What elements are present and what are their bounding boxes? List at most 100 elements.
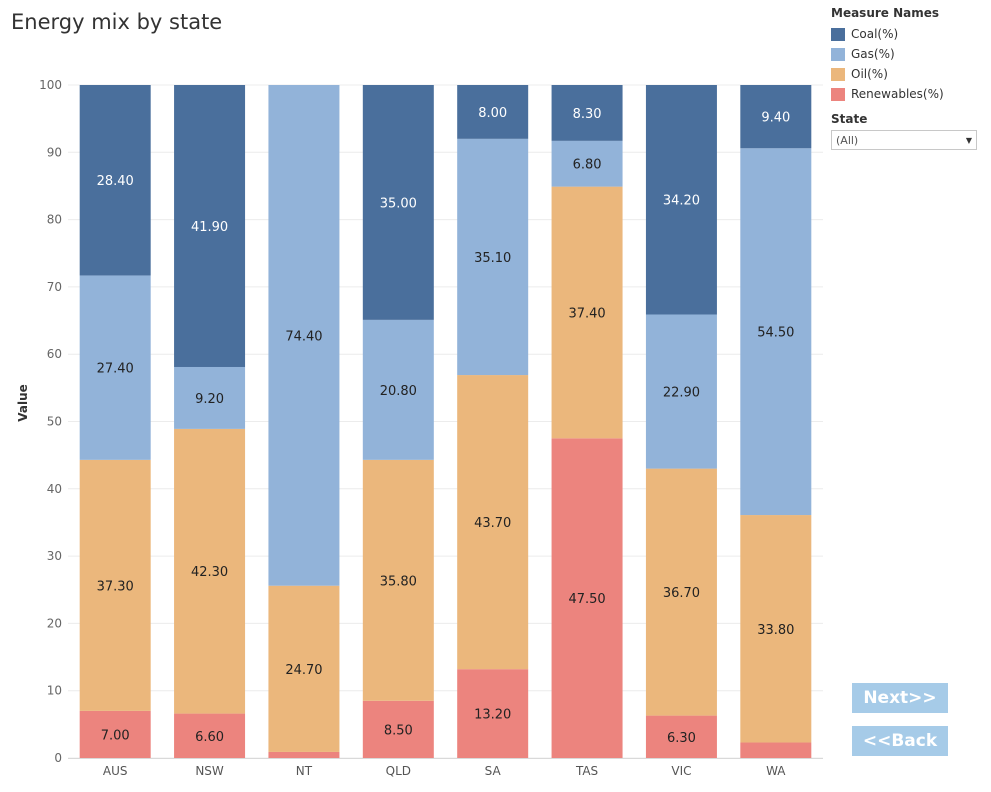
legend-label-coal: Coal(%) (851, 27, 899, 41)
state-filter-label: State (831, 112, 868, 126)
bar-segment (457, 669, 529, 758)
bar-segment (457, 85, 529, 139)
data-label: 35.80 (380, 574, 417, 589)
legend-label-renewables: Renewables(%) (851, 87, 944, 101)
bar-segment (551, 186, 623, 439)
chevron-down-icon[interactable]: ▼ (965, 135, 972, 145)
bar-segment (645, 85, 717, 315)
legend-swatch-oil (831, 67, 845, 81)
bar-segment (174, 85, 246, 367)
legend-label-gas: Gas(%) (851, 47, 895, 61)
y-tick-label: 90 (47, 145, 62, 159)
data-label: 74.40 (285, 329, 322, 344)
x-tick-label: NT (296, 764, 313, 778)
data-label: 9.20 (195, 392, 224, 407)
legend-item-renewables[interactable]: Renewables(%) (831, 84, 986, 104)
data-label: 20.80 (380, 384, 417, 399)
bar-segment (79, 710, 151, 758)
bar-segment (174, 428, 246, 714)
y-tick-label: 40 (47, 482, 62, 496)
y-tick-label: 20 (47, 616, 62, 630)
data-label: 47.50 (568, 592, 605, 607)
data-label: 6.60 (195, 730, 224, 745)
data-label: 35.10 (474, 251, 511, 266)
y-tick-label: 100 (39, 78, 62, 92)
data-label: 35.00 (380, 196, 417, 211)
data-label: 42.30 (191, 565, 228, 580)
bar-segment (551, 140, 623, 187)
bar-segment (174, 713, 246, 758)
x-tick-label: WA (766, 764, 786, 778)
y-tick-label: 30 (47, 549, 62, 563)
bar-segment (362, 459, 434, 701)
state-select-value: (All) (836, 133, 859, 147)
legend-item-gas[interactable]: Gas(%) (831, 44, 986, 64)
y-tick-label: 70 (47, 280, 62, 294)
bar-segment (551, 438, 623, 758)
data-label: 37.30 (97, 579, 134, 594)
bar-segment (268, 585, 340, 752)
bar-segment (362, 85, 434, 320)
data-label: 8.50 (384, 723, 413, 738)
bar-segment (457, 138, 529, 376)
data-label: 8.00 (478, 106, 507, 121)
bar-segment (362, 700, 434, 758)
bar-segment (740, 515, 812, 743)
data-label: 43.70 (474, 516, 511, 531)
legend-item-oil[interactable]: Oil(%) (831, 64, 986, 84)
x-tick-label: QLD (386, 764, 411, 778)
legend: Measure Names Coal(%) Gas(%) Oil(%) Rene… (831, 6, 986, 104)
back-button[interactable]: <<Back (852, 726, 948, 756)
data-label: 54.50 (757, 326, 794, 341)
x-tick-label: AUS (103, 764, 128, 778)
data-label: 27.40 (97, 362, 134, 377)
x-tick-label: NSW (195, 764, 224, 778)
y-axis-label: Value (16, 384, 30, 422)
bar-segment (362, 319, 434, 460)
state-filter: State (All) ▼ (831, 112, 981, 150)
legend-swatch-coal (831, 27, 845, 41)
data-label: 24.70 (285, 663, 322, 678)
state-select[interactable]: (All) ▼ (831, 130, 977, 150)
data-label: 9.40 (761, 111, 790, 126)
y-tick-label: 60 (47, 347, 62, 361)
legend-swatch-renewables (831, 87, 845, 101)
bar-segment (79, 85, 151, 276)
data-label: 33.80 (757, 623, 794, 638)
data-label: 41.90 (191, 220, 228, 235)
legend-swatch-gas (831, 47, 845, 61)
legend-label-oil: Oil(%) (851, 67, 888, 81)
bar-segment (645, 468, 717, 716)
y-tick-label: 10 (47, 684, 62, 698)
bar-segment (645, 314, 717, 469)
legend-header: Measure Names (831, 6, 940, 20)
data-label: 8.30 (573, 107, 602, 122)
bar-segment (174, 366, 246, 429)
bar-segment (268, 85, 340, 586)
data-label: 37.40 (568, 306, 605, 321)
data-label: 22.90 (663, 386, 700, 401)
data-label: 28.40 (97, 174, 134, 189)
x-tick-label: SA (485, 764, 502, 778)
data-label: 7.00 (101, 728, 130, 743)
x-tick-label: VIC (671, 764, 691, 778)
data-label: 6.30 (667, 731, 696, 746)
x-tick-label: TAS (575, 764, 598, 778)
y-tick-label: 50 (47, 415, 62, 429)
bar-segment (79, 275, 151, 460)
legend-item-coal[interactable]: Coal(%) (831, 24, 986, 44)
y-tick-label: 0 (54, 751, 62, 765)
chart-title: Energy mix by state (11, 10, 223, 34)
bar-segment (79, 459, 151, 711)
bar-segment (740, 148, 812, 516)
bar-segment (740, 742, 812, 758)
bar-segment (645, 715, 717, 758)
bar-segment (268, 751, 340, 758)
data-label: 36.70 (663, 586, 700, 601)
bar-segment (740, 85, 812, 149)
y-tick-label: 80 (47, 213, 62, 227)
next-button[interactable]: Next>> (852, 683, 948, 713)
bar-segment (551, 85, 623, 141)
data-label: 34.20 (663, 194, 700, 209)
